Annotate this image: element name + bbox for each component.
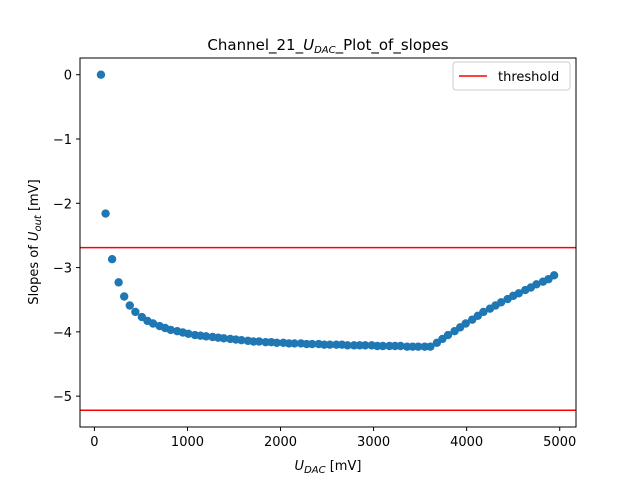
- plot-frame: [79, 57, 577, 428]
- legend-box: [452, 61, 571, 91]
- data-point: [361, 341, 370, 350]
- data-point: [443, 330, 453, 340]
- data-point: [114, 278, 123, 287]
- x-axis-ticks: 0 1000 2000 3000 4000 5000: [90, 427, 576, 450]
- data-point: [461, 319, 470, 328]
- data-point: [514, 289, 523, 298]
- data-point: [125, 301, 134, 310]
- y-axis-label: Slopes of Uout [mV]: [27, 179, 44, 304]
- data-point: [426, 342, 435, 351]
- threshold-lines: [80, 246, 576, 412]
- data-point: [290, 339, 299, 348]
- plot-area: [79, 57, 577, 428]
- data-point: [201, 332, 211, 341]
- data-point: [378, 341, 388, 351]
- y-tick-label: −5: [53, 390, 72, 405]
- y-tick-label: −3: [53, 262, 72, 277]
- data-point: [414, 342, 423, 351]
- data-point: [107, 255, 117, 264]
- data-point: [166, 325, 175, 335]
- data-point: [396, 341, 405, 351]
- data-point: [496, 298, 506, 307]
- data-point: [479, 307, 488, 317]
- data-markers: [96, 70, 559, 351]
- y-axis-ticks: 0 −1 −2 −3 −4 −5: [53, 69, 80, 405]
- y-tick-label: 0: [64, 69, 72, 84]
- data-point: [307, 339, 317, 349]
- y-tick-label: −2: [53, 197, 72, 212]
- data-point: [219, 334, 228, 343]
- data-point: [184, 329, 193, 338]
- x-tick-label: 1000: [171, 435, 204, 450]
- data-point: [325, 340, 335, 349]
- data-point: [532, 280, 541, 289]
- data-point: [237, 336, 246, 345]
- x-tick-label: 0: [90, 435, 98, 450]
- y-tick-label: −1: [53, 133, 72, 148]
- legend: threshold: [452, 61, 571, 91]
- x-axis-label: UDAC [mV]: [295, 459, 362, 476]
- data-point: [272, 338, 282, 347]
- data-point: [343, 341, 352, 350]
- data-point: [148, 319, 158, 328]
- x-tick-label: 3000: [357, 435, 390, 450]
- y-tick-label: −4: [53, 326, 72, 341]
- data-point: [131, 307, 140, 317]
- x-tick-label: 2000: [264, 435, 297, 450]
- data-point: [254, 337, 264, 346]
- x-tick-label: 4000: [450, 435, 483, 450]
- data-point: [96, 70, 106, 79]
- legend-threshold-label: threshold: [498, 70, 559, 85]
- data-point: [549, 271, 559, 280]
- data-point: [101, 209, 110, 218]
- chart-title: Channel_21_UDAC_Plot_of_slopes: [207, 36, 448, 56]
- data-point: [120, 292, 129, 301]
- x-tick-label: 5000: [543, 435, 576, 450]
